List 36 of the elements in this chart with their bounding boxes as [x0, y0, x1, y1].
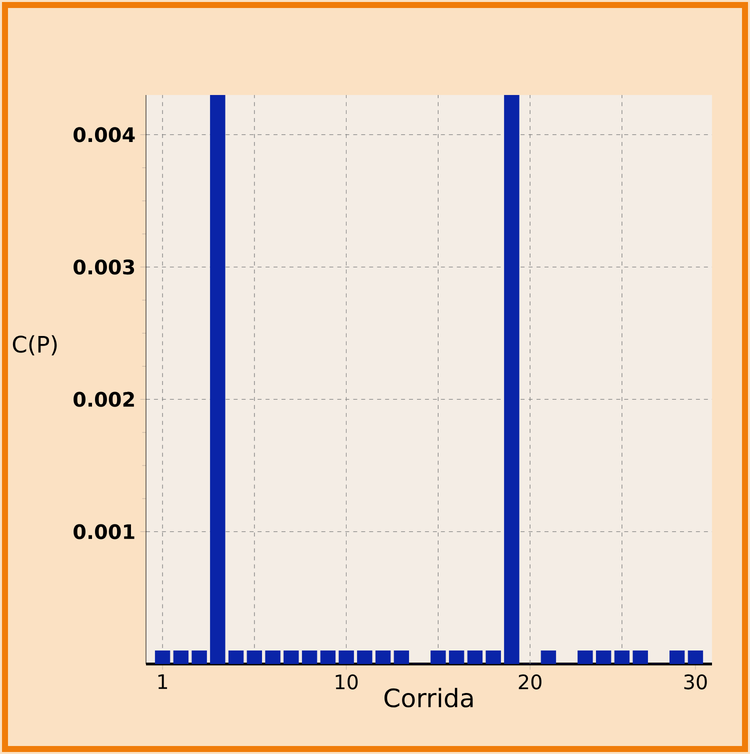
bar	[284, 650, 299, 664]
bar	[173, 650, 189, 664]
bar	[430, 650, 446, 664]
bar	[210, 95, 226, 664]
bar	[688, 650, 704, 664]
bar	[265, 650, 280, 664]
y-axis-title: C(P)	[12, 335, 57, 356]
bar	[614, 650, 630, 664]
bar	[596, 650, 612, 664]
bar	[467, 650, 483, 664]
bar	[338, 650, 354, 664]
bar	[154, 650, 170, 664]
y-tick-label: 0.001	[74, 524, 134, 540]
bar	[302, 650, 318, 664]
bar	[320, 650, 336, 664]
bar	[228, 650, 244, 664]
y-tick-label: 0.004	[74, 127, 135, 142]
bar	[578, 650, 593, 664]
bar	[192, 650, 207, 664]
x-tick-label: 30	[684, 674, 707, 690]
bar	[540, 650, 556, 664]
bar	[504, 95, 520, 664]
bar	[394, 650, 410, 664]
x-axis-title: Corrida	[384, 688, 473, 708]
bar	[357, 650, 372, 664]
y-tick-label: 0.003	[74, 259, 134, 275]
x-tick-label: 1	[158, 674, 168, 689]
bar	[632, 650, 648, 664]
y-tick-label: 0.002	[74, 392, 134, 407]
bar	[246, 650, 262, 664]
bar	[669, 650, 685, 664]
bar	[375, 650, 391, 664]
bar	[448, 650, 464, 664]
x-tick-label: 10	[336, 674, 358, 690]
x-tick-label: 20	[518, 674, 542, 690]
bar	[486, 650, 501, 664]
